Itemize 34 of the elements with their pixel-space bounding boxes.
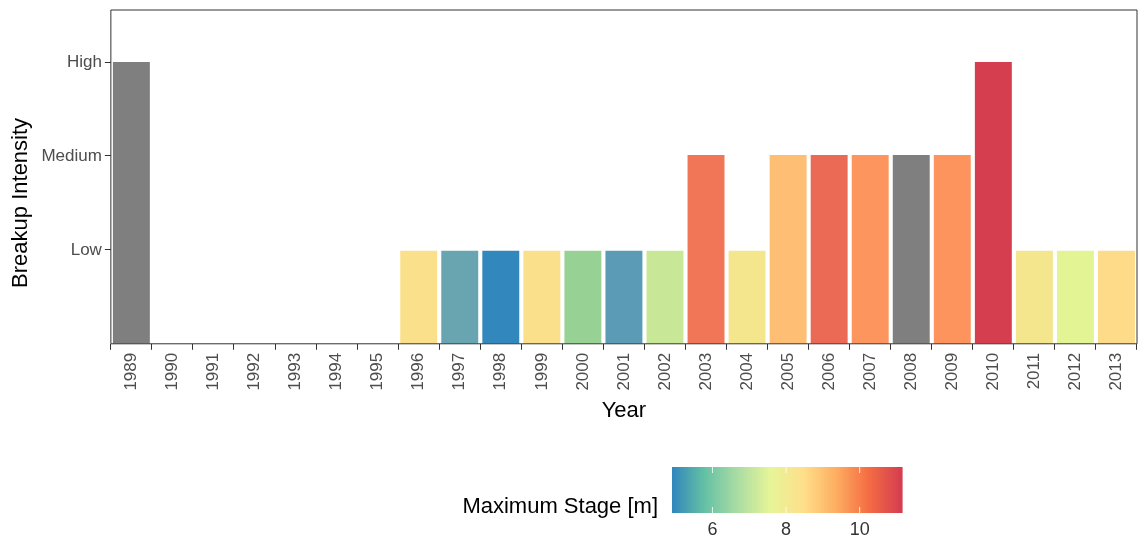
x-tick-label: 2011	[1024, 352, 1044, 390]
x-tick-label: 1996	[408, 352, 428, 391]
x-tick-label: 2008	[900, 352, 920, 391]
x-tick-label: 2006	[818, 352, 838, 391]
x-tick-label: 2003	[695, 352, 715, 391]
x-tick-label: 2005	[777, 352, 797, 391]
x-tick-label: 2001	[613, 352, 633, 391]
x-tick-label: 1998	[490, 352, 510, 391]
color-bar-title: Maximum Stage [m]	[462, 493, 658, 519]
x-tick-label: 1994	[326, 352, 346, 391]
x-tick-label: 1999	[531, 352, 551, 391]
x-tick-label: 2004	[736, 352, 756, 391]
x-tick-label: 2009	[941, 352, 961, 391]
category-label: Medium	[41, 145, 102, 165]
x-tick-label: 2002	[654, 352, 674, 391]
x-axis-title: Year	[601, 396, 647, 422]
category-label: High	[66, 51, 102, 71]
x-tick-label: 1989	[121, 352, 141, 391]
x-tick-label: 2012	[1065, 352, 1085, 391]
x-tick-label: 2000	[572, 352, 592, 391]
color-bar-label: 6	[707, 518, 718, 539]
color-bar-label: 10	[849, 518, 870, 539]
category-label: Low	[70, 239, 102, 259]
x-tick-label: 2013	[1106, 352, 1126, 391]
color-bar-label: 8	[781, 518, 792, 539]
x-tick-label: 2010	[983, 352, 1003, 391]
x-tick-label: 1993	[285, 352, 305, 391]
x-tick-label: 1990	[162, 352, 182, 391]
x-tick-label: 1992	[244, 352, 264, 391]
x-tick-label: 1995	[367, 352, 387, 391]
x-tick-label: 2007	[859, 352, 879, 391]
x-tick-label: 1991	[203, 352, 223, 391]
y-axis-title: Breakup Intensity	[7, 117, 33, 288]
x-tick-label: 1997	[449, 352, 469, 391]
